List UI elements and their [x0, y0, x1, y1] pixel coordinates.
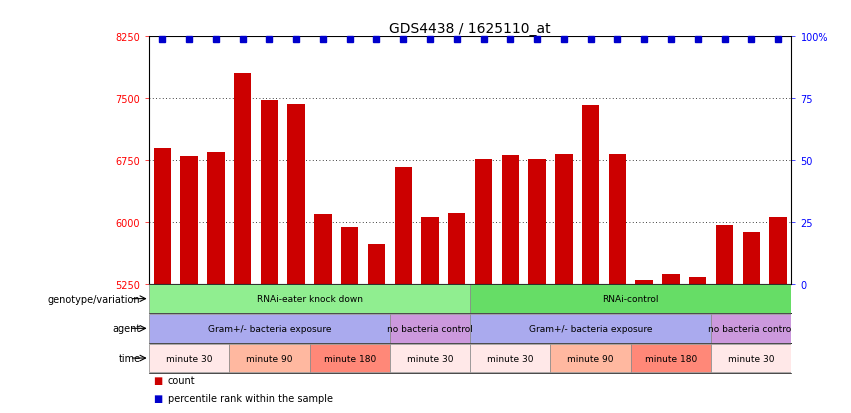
- Bar: [421, 217, 439, 413]
- Text: RNAi-eater knock down: RNAi-eater knock down: [256, 294, 363, 304]
- Bar: [471, 314, 711, 343]
- Bar: [471, 285, 791, 313]
- Text: no bacteria control: no bacteria control: [708, 324, 794, 333]
- Bar: [689, 278, 706, 413]
- Bar: [528, 160, 545, 413]
- Bar: [471, 344, 551, 373]
- Text: ■: ■: [153, 393, 163, 403]
- Bar: [636, 281, 653, 413]
- Text: percentile rank within the sample: percentile rank within the sample: [168, 393, 333, 403]
- Bar: [448, 213, 465, 413]
- Bar: [149, 344, 229, 373]
- Bar: [314, 214, 332, 413]
- Text: agent: agent: [112, 323, 140, 334]
- Bar: [395, 167, 412, 413]
- Text: minute 30: minute 30: [728, 354, 774, 363]
- Text: ■: ■: [153, 375, 163, 385]
- Bar: [769, 217, 786, 413]
- Text: genotype/variation: genotype/variation: [48, 294, 140, 304]
- Bar: [310, 344, 390, 373]
- Bar: [368, 244, 386, 413]
- Text: minute 30: minute 30: [166, 354, 213, 363]
- Title: GDS4438 / 1625110_at: GDS4438 / 1625110_at: [390, 22, 551, 36]
- Bar: [475, 160, 492, 413]
- Bar: [743, 232, 760, 413]
- Text: minute 90: minute 90: [568, 354, 614, 363]
- Text: minute 30: minute 30: [487, 354, 534, 363]
- Bar: [501, 156, 519, 413]
- Bar: [234, 74, 251, 413]
- Bar: [631, 344, 711, 373]
- Bar: [390, 314, 471, 343]
- Bar: [711, 344, 791, 373]
- Text: no bacteria control: no bacteria control: [387, 324, 473, 333]
- Text: minute 90: minute 90: [246, 354, 293, 363]
- Bar: [582, 105, 599, 413]
- Bar: [608, 155, 626, 413]
- Text: time: time: [118, 353, 140, 363]
- Bar: [154, 148, 171, 413]
- Bar: [716, 225, 734, 413]
- Text: minute 30: minute 30: [407, 354, 454, 363]
- Bar: [711, 314, 791, 343]
- Text: minute 180: minute 180: [323, 354, 376, 363]
- Bar: [180, 157, 197, 413]
- Bar: [551, 344, 631, 373]
- Text: count: count: [168, 375, 195, 385]
- Bar: [149, 285, 471, 313]
- Bar: [207, 152, 225, 413]
- Text: RNAi-control: RNAi-control: [603, 294, 659, 304]
- Bar: [555, 155, 573, 413]
- Bar: [390, 344, 471, 373]
- Text: Gram+/- bacteria exposure: Gram+/- bacteria exposure: [208, 324, 331, 333]
- Bar: [260, 100, 278, 413]
- Bar: [662, 274, 680, 413]
- Text: minute 180: minute 180: [645, 354, 697, 363]
- Text: Gram+/- bacteria exposure: Gram+/- bacteria exposure: [529, 324, 653, 333]
- Bar: [149, 314, 390, 343]
- Bar: [341, 227, 358, 413]
- Bar: [229, 344, 310, 373]
- Bar: [288, 104, 305, 413]
